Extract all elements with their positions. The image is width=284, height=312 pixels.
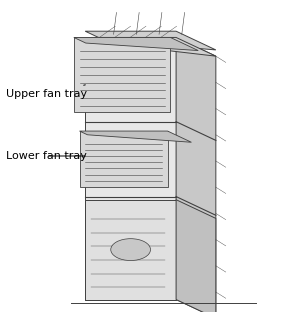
- Text: Upper fan tray: Upper fan tray: [6, 85, 87, 99]
- Polygon shape: [85, 31, 216, 50]
- Polygon shape: [74, 37, 198, 51]
- Ellipse shape: [111, 239, 151, 261]
- Polygon shape: [91, 37, 216, 56]
- Polygon shape: [176, 37, 216, 312]
- Polygon shape: [85, 200, 176, 300]
- Polygon shape: [85, 37, 176, 300]
- Polygon shape: [176, 200, 216, 312]
- Polygon shape: [80, 131, 168, 187]
- Polygon shape: [74, 37, 170, 112]
- Text: Lower fan tray: Lower fan tray: [6, 151, 87, 161]
- Polygon shape: [80, 131, 191, 142]
